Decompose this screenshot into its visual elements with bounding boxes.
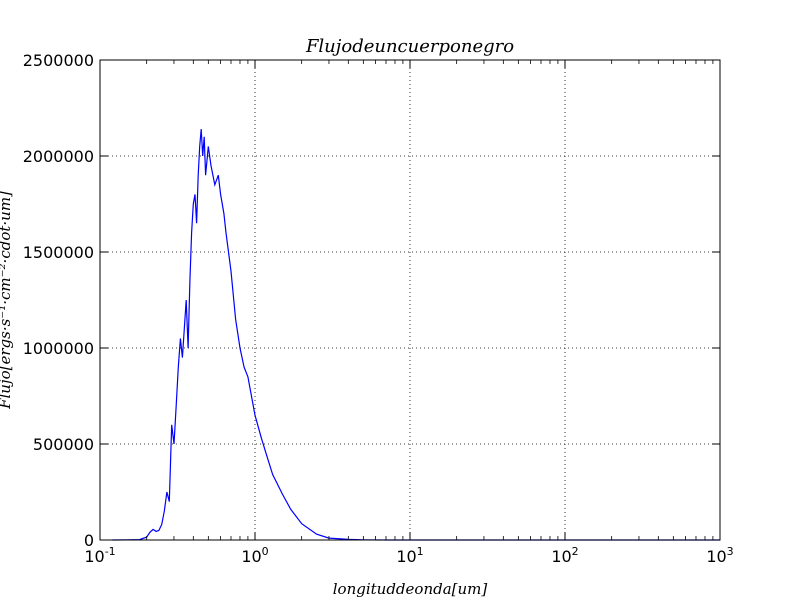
x-tick-label: 103 [706,545,733,566]
chart-title: Flujodeuncuerponegro [305,36,514,57]
x-tick-label: 102 [551,545,578,566]
y-axis-label: Flujo[ergs·s⁻¹·cm⁻²·cdot·um] [0,191,14,410]
y-tick-label: 1000000 [23,339,94,358]
y-tick-label: 2000000 [23,147,94,166]
tick-labels: 10-1 100 101 102 103 0 500000 1000000 1500000 200… [23,51,734,566]
tick-marks [99,59,721,541]
x-tick-label: 100 [241,545,268,566]
x-axis-label: longituddeonda[um] [333,580,488,598]
x-tick-label: 10-1 [84,545,115,566]
series-line [112,129,720,541]
y-tick-label: 500000 [33,435,94,454]
y-tick-label: 0 [84,531,94,550]
y-tick-label: 1500000 [23,243,94,262]
y-tick-label: 2500000 [23,51,94,70]
x-tick-label: 101 [396,545,423,566]
